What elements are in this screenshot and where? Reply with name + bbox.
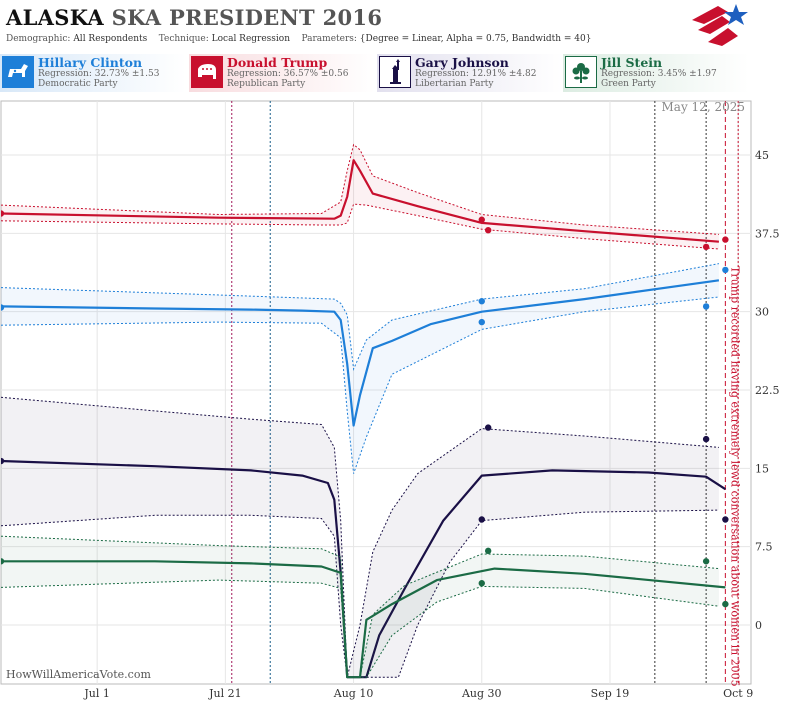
y-tick-label: 37.5 (755, 227, 780, 240)
series-group (1, 143, 729, 679)
technique-value: Local Regression (211, 34, 291, 44)
candidate-party: Democratic Party (38, 79, 118, 89)
poll-point-donald-trump (484, 227, 492, 234)
y-tick-label: 15 (755, 462, 769, 475)
poll-point-gary-johnson (702, 435, 710, 443)
poll-point-jill-stein (722, 600, 729, 608)
event-annotation: Trump recorded having extremely lewd con… (728, 266, 741, 687)
trend-line-donald-trump (1, 159, 719, 243)
poll-point-donald-trump (478, 216, 485, 223)
x-tick-label: Oct 9 (723, 687, 753, 700)
candidate-name: Jill Stein (601, 55, 663, 70)
site-logo-icon (692, 4, 748, 46)
candidate-regression: Regression: 3.45% ±1.97 (601, 69, 717, 79)
candidate-legend: Hillary Clinton Regression: 32.73% ±1.53… (0, 54, 789, 94)
poll-point-jill-stein (478, 580, 485, 587)
candidate-card-johnson[interactable]: Gary Johnson Regression: 12.91% ±4.82 Li… (377, 54, 563, 92)
y-tick-label: 0 (755, 619, 762, 632)
poll-point-donald-trump (1, 210, 5, 217)
donkey-icon (2, 56, 34, 88)
poll-point-jill-stein (484, 547, 492, 555)
poll-point-gary-johnson (478, 516, 485, 523)
candidate-party: Republican Party (227, 79, 306, 89)
page-title: ALASKA SKA PRESIDENT 2016 (6, 5, 382, 30)
parameters-value: {Degree = Linear, Alpha = 0.75, Bandwidt… (359, 34, 592, 44)
poll-point-hillary-clinton (478, 318, 485, 326)
candidate-regression: Regression: 32.73% ±1.53 (38, 69, 160, 79)
poll-point-gary-johnson (722, 516, 729, 523)
y-tick-label: 30 (755, 306, 769, 319)
upper-bound-gary-johnson (1, 396, 719, 678)
poll-point-hillary-clinton (702, 303, 710, 310)
candidate-name: Gary Johnson (415, 55, 509, 70)
upper-bound-donald-trump (1, 143, 719, 235)
x-tick-label: Aug 30 (461, 687, 502, 700)
header: ALASKA SKA PRESIDENT 2016 Demographic: A… (0, 0, 789, 50)
poll-point-hillary-clinton (1, 304, 5, 311)
trend-line-hillary-clinton (1, 279, 720, 427)
confidence-band-hillary-clinton (1, 263, 719, 474)
lower-bound-jill-stein (1, 579, 719, 678)
trend-line-jill-stein (1, 560, 726, 679)
candidate-name: Donald Trump (227, 55, 328, 70)
title-state: ALASKA (6, 5, 105, 30)
liberty-statue-icon (379, 56, 411, 88)
poll-point-jill-stein (1, 558, 5, 565)
x-tick-label: Sep 19 (591, 687, 630, 700)
poll-point-gary-johnson (484, 424, 492, 431)
title-rest: SKA PRESIDENT 2016 (111, 5, 383, 30)
parameters-label: Parameters: (301, 34, 357, 44)
technique-label: Technique: (158, 34, 209, 44)
elephant-icon (191, 56, 223, 88)
candidate-regression: Regression: 12.91% ±4.82 (415, 69, 537, 79)
candidate-name: Hillary Clinton (38, 55, 143, 70)
date-stamp: May 12, 2025 (662, 100, 745, 114)
upper-bound-hillary-clinton (1, 263, 719, 371)
watermark: HowWillAmericaVote.com (6, 668, 151, 681)
poll-point-gary-johnson (1, 457, 5, 465)
x-tick-label: Jul 1 (83, 687, 110, 700)
poll-chart: 0 7.5 15 22.5 30 37.5 45 Jul 1 Jul 21 Aug 10 Aug 3… (0, 100, 780, 700)
lower-bound-hillary-clinton (1, 296, 719, 474)
candidate-regression: Regression: 36.57% ±0.56 (227, 69, 349, 79)
parameters-line: Demographic: All Respondents Technique: … (6, 34, 591, 44)
demographic-value: All Respondents (73, 34, 148, 44)
poll-point-donald-trump (722, 236, 729, 243)
poll-point-hillary-clinton (722, 266, 729, 274)
candidate-party: Libertarian Party (415, 79, 494, 89)
candidate-party: Green Party (601, 79, 656, 89)
poll-point-hillary-clinton (478, 298, 485, 305)
poll-point-donald-trump (702, 243, 710, 251)
candidate-card-stein[interactable]: Jill Stein Regression: 3.45% ±1.97 Green… (563, 54, 749, 92)
y-tick-label: 22.5 (755, 384, 780, 397)
candidate-card-clinton[interactable]: Hillary Clinton Regression: 32.73% ±1.53… (0, 54, 186, 92)
candidate-card-trump[interactable]: Donald Trump Regression: 36.57% ±0.56 Re… (189, 54, 375, 92)
y-tick-label: 7.5 (755, 541, 773, 554)
poll-point-jill-stein (702, 558, 710, 565)
x-tick-label: Aug 10 (333, 687, 374, 700)
confidence-band-donald-trump (1, 144, 719, 249)
y-tick-label: 45 (755, 149, 769, 162)
flower-icon (565, 56, 597, 88)
x-tick-label: Jul 21 (208, 687, 242, 700)
plot-frame (0, 100, 752, 685)
demographic-label: Demographic: (6, 34, 71, 44)
